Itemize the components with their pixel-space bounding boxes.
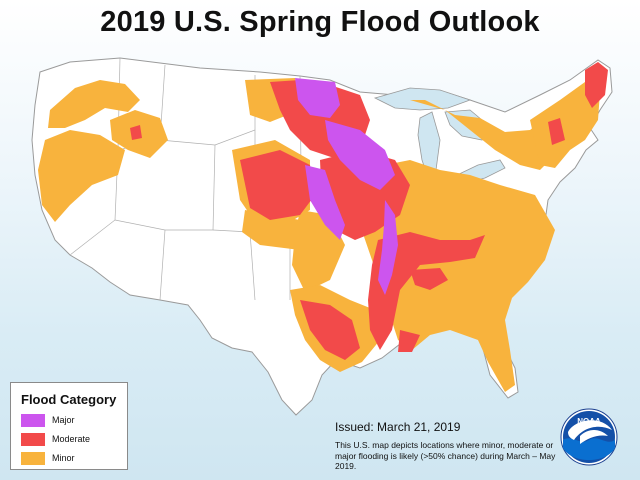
major-flood-areas [295, 78, 398, 295]
legend-box: Flood Category Major Moderate Minor [10, 382, 128, 470]
issued-date: Issued: March 21, 2019 [335, 420, 461, 434]
legend-label-minor: Minor [52, 453, 75, 463]
legend-label-moderate: Moderate [52, 434, 91, 444]
map-title: 2019 U.S. Spring Flood Outlook [100, 6, 540, 38]
legend-label-major: Major [52, 415, 75, 425]
legend-swatch-major [21, 414, 45, 427]
noaa-logo-icon: NOAA [560, 408, 618, 466]
legend-swatch-moderate [21, 433, 45, 446]
legend-title: Flood Category [21, 392, 117, 407]
legend-swatch-minor [21, 452, 45, 465]
noaa-logo-text: NOAA [577, 417, 601, 426]
map-description: This U.S. map depicts locations where mi… [335, 440, 556, 471]
